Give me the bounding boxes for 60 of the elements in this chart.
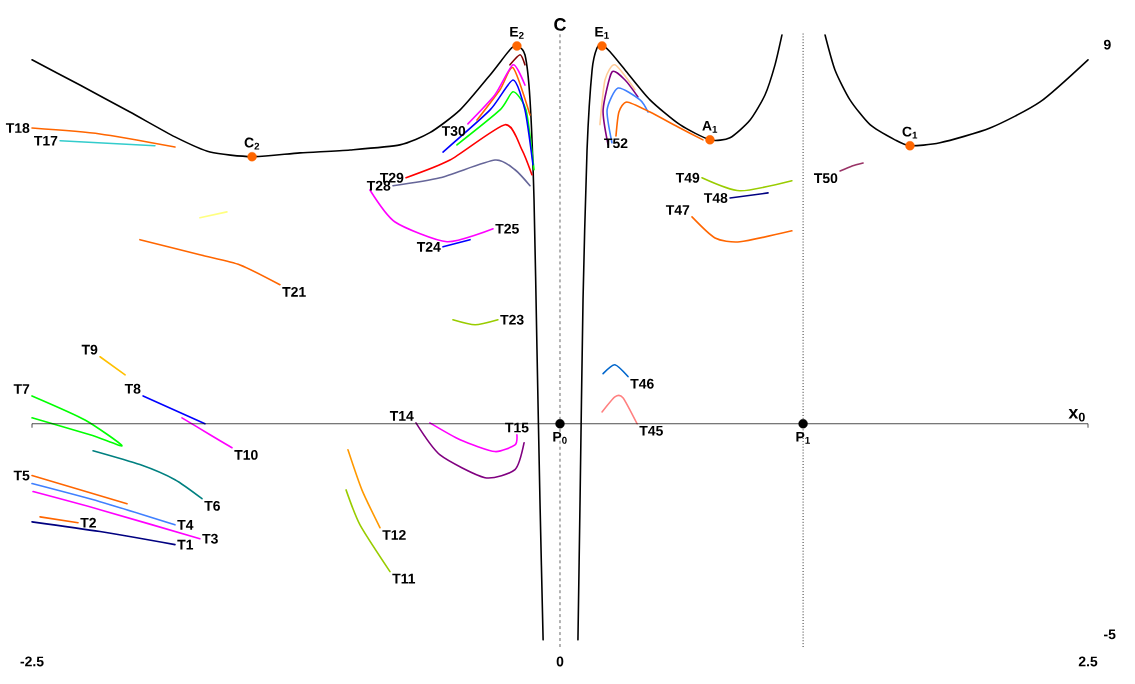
x-axis-title: x$_{0}$ [1068, 409, 1085, 422]
series-label: T48 [703, 193, 728, 203]
line-series [599, 64, 636, 126]
series-label: T45 [639, 425, 663, 436]
annotation: A$_{1}$ [702, 120, 718, 133]
series-label: T17 [34, 135, 58, 146]
series-label: T7 [13, 384, 30, 394]
series-label: T14 [389, 411, 414, 421]
series-label: T49 [675, 172, 700, 183]
series-label: T23 [500, 314, 524, 325]
line-series [601, 394, 638, 425]
line-series [31, 395, 123, 447]
line-series [405, 123, 533, 179]
point [798, 419, 808, 429]
point [247, 152, 257, 162]
annotation: C$_{1}$ [902, 126, 918, 139]
x-tick-label: 0 [556, 656, 564, 667]
series-label: T24 [416, 241, 441, 252]
series-label: T4 [177, 520, 194, 530]
series-label: T5 [13, 470, 30, 481]
annotation: E$_{2}$ [510, 26, 524, 39]
series-label: T2 [80, 517, 96, 528]
annotation: C$_{2}$ [244, 137, 260, 150]
series-label: T50 [813, 173, 838, 184]
annotation: P$_{1}$ [796, 431, 810, 444]
series-label: T9 [81, 344, 98, 355]
series-label: T52 [604, 138, 628, 149]
line-series [467, 64, 526, 125]
point [905, 141, 915, 151]
series-label: T30 [441, 126, 466, 136]
point [555, 419, 565, 429]
series-label: T12 [382, 529, 406, 540]
series-label: T21 [282, 286, 306, 297]
series-label: T3 [202, 533, 218, 544]
series-label: T10 [234, 449, 258, 460]
x-tick-label: 2.5 [1078, 656, 1098, 667]
line-series [476, 67, 531, 121]
series-label: T6 [204, 500, 220, 511]
line-series [369, 189, 494, 243]
series-label: T47 [665, 205, 690, 215]
series-label: T46 [630, 378, 654, 389]
ref-line-label: C [554, 18, 566, 31]
line-series [442, 79, 534, 166]
line-series [92, 449, 203, 500]
x-tick-label: -2.5 [20, 656, 44, 667]
series-label: T1 [177, 539, 194, 550]
y-tick-label: -5 [1104, 629, 1116, 640]
series-label: T8 [124, 383, 141, 394]
annotation: E$_{1}$ [595, 26, 609, 39]
series-label: T11 [392, 573, 416, 584]
point [512, 41, 522, 51]
annotation: P$_{0}$ [553, 431, 567, 444]
series-label: T25 [495, 223, 519, 234]
series-label: T15 [505, 422, 529, 433]
point [597, 41, 607, 51]
line-series [139, 238, 281, 286]
y-tick-label: 9 [1103, 39, 1111, 50]
line-series [691, 216, 793, 243]
series-label: T18 [5, 123, 30, 133]
point [705, 135, 715, 145]
